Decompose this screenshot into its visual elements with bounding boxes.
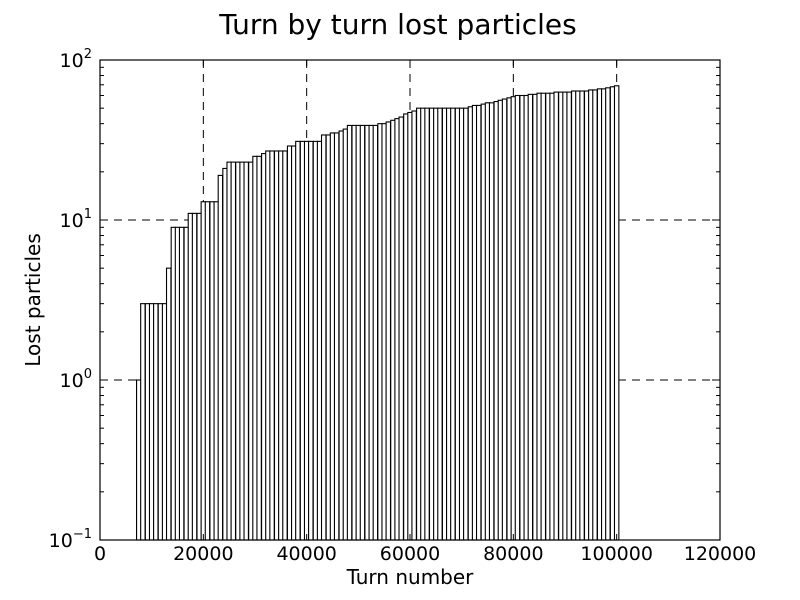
- bar: [191, 212, 198, 541]
- y-tick-label: 10−1: [49, 527, 92, 552]
- y-tick-label: 102: [60, 47, 92, 72]
- bar: [346, 124, 353, 541]
- y-axis-label: Lost particles: [21, 233, 45, 367]
- y-tick-label: 100: [60, 367, 92, 392]
- x-tick-labels: 0 20000 40000 60000 80000 100000 120000: [94, 543, 756, 565]
- bar: [527, 93, 534, 541]
- bars: [136, 85, 620, 541]
- axis-ticks: [99, 59, 721, 541]
- bar: [308, 140, 314, 541]
- y-tick-label: 101: [60, 207, 92, 232]
- x-tick-label: 20000: [173, 543, 233, 565]
- y-tick-labels: 10−1 100 101 102: [49, 47, 92, 552]
- bar: [579, 90, 585, 541]
- bar: [243, 161, 249, 541]
- x-tick-label: 80000: [483, 543, 543, 565]
- bar: [450, 107, 456, 541]
- bar: [140, 303, 146, 541]
- bar: [295, 140, 301, 541]
- bar: [372, 124, 379, 541]
- bar: [501, 98, 508, 541]
- bar: [514, 94, 521, 541]
- x-tick-label: 40000: [276, 543, 336, 565]
- bar: [398, 116, 404, 541]
- x-tick-label: 100000: [580, 543, 653, 565]
- bar: [217, 174, 224, 541]
- bar: [178, 226, 185, 541]
- bar: [592, 89, 598, 541]
- bar: [230, 161, 237, 541]
- bar: [613, 85, 620, 541]
- bar: [269, 150, 275, 541]
- bar: [320, 134, 327, 541]
- bar: [165, 267, 172, 541]
- bar: [333, 132, 340, 541]
- bar: [463, 107, 469, 541]
- bar: [282, 150, 288, 541]
- bar: [553, 91, 559, 541]
- chart-title: Turn by turn lost particles: [218, 8, 576, 41]
- bar: [411, 110, 417, 541]
- bar: [385, 121, 392, 541]
- bar: [566, 91, 572, 541]
- bar: [359, 124, 366, 541]
- bar: [204, 201, 211, 541]
- bar: [153, 303, 159, 541]
- x-axis-label: Turn number: [346, 565, 475, 589]
- bar: [256, 155, 262, 541]
- x-tick-label: 0: [94, 543, 106, 565]
- bar: [424, 107, 430, 541]
- bar: [605, 87, 611, 541]
- x-tick-label: 120000: [684, 543, 757, 565]
- bar: [488, 102, 495, 541]
- bar: [437, 107, 443, 541]
- bar: [475, 104, 482, 541]
- x-tick-label: 60000: [380, 543, 440, 565]
- bar: [540, 92, 547, 541]
